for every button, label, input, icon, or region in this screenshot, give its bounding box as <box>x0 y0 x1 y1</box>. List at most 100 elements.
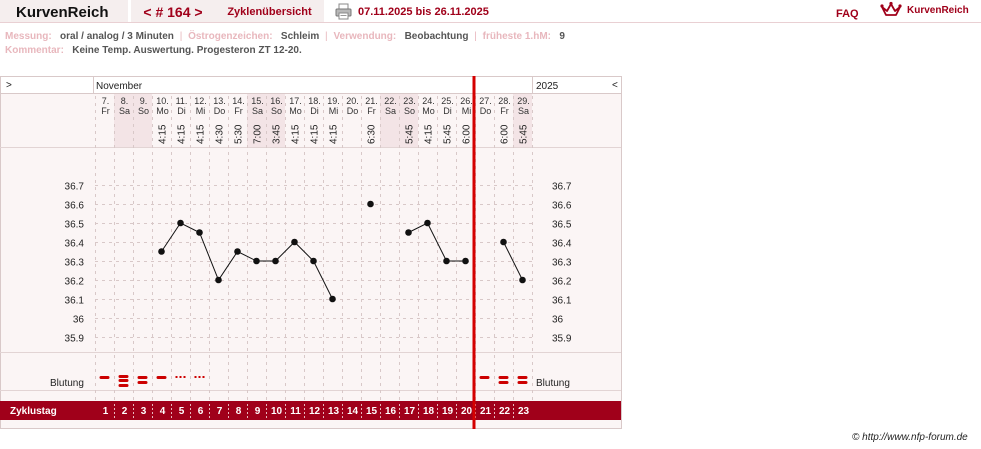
bleeding-marker <box>498 381 509 384</box>
brand-name[interactable]: KurvenReich <box>907 5 969 16</box>
day-date: 26. <box>460 96 473 106</box>
bleeding-marker <box>137 376 148 379</box>
cycle-overview-link[interactable]: Zyklenübersicht <box>227 6 312 18</box>
bleeding-marker <box>118 384 129 387</box>
bleeding-label-right: Blutung <box>536 378 570 389</box>
printer-icon[interactable] <box>335 3 352 20</box>
y-tick-right: 36.1 <box>552 296 572 307</box>
day-date: 23. <box>403 96 416 106</box>
day-weekday: Fr <box>500 106 509 116</box>
cycle-day-number: 15 <box>366 406 378 417</box>
weekend-shade <box>114 93 133 148</box>
y-tick-right: 36.6 <box>552 201 572 212</box>
y-tick-right: 36.5 <box>552 220 572 231</box>
day-weekday: Sa <box>252 106 263 116</box>
day-date: 25. <box>441 96 454 106</box>
day-weekday: Sa <box>385 106 396 116</box>
usage-label: Verwendung: <box>333 31 397 42</box>
temperature-line <box>161 222 333 300</box>
measure-time: 7:00 <box>253 124 264 144</box>
day-date: 7. <box>102 96 110 106</box>
bleeding-marker <box>156 376 167 379</box>
day-weekday: Fr <box>367 106 376 116</box>
cycle-day-number: 23 <box>518 406 530 417</box>
bleeding-marker <box>137 381 148 384</box>
cycle-navigation-link[interactable]: < # 164 > <box>143 4 203 20</box>
spotting-dot <box>175 376 178 378</box>
temperature-point <box>462 257 469 265</box>
day-date: 24. <box>422 96 435 106</box>
cycle-day-number: 2 <box>122 406 128 417</box>
next-cycle-button[interactable]: < <box>612 80 618 91</box>
measure-time: 5:30 <box>234 124 245 144</box>
temperature-point <box>234 248 241 255</box>
measure-time: 4:15 <box>310 124 321 144</box>
cycle-day-number: 7 <box>217 406 223 417</box>
measure-time: 6:00 <box>462 124 473 144</box>
spotting-dot <box>179 376 182 378</box>
temperature-point <box>405 229 412 236</box>
temperature-point <box>253 257 260 265</box>
cycle-day-number: 8 <box>236 406 242 417</box>
copyright: © http://www.nfp-forum.de <box>852 432 968 443</box>
temperature-point <box>519 276 526 284</box>
day-weekday: Di <box>177 106 186 116</box>
measure-time: 3:45 <box>272 124 283 144</box>
y-tick-left: 36.2 <box>65 277 85 288</box>
y-tick-right: 36.2 <box>552 277 572 288</box>
temperature-point <box>272 257 279 265</box>
weekend-shade <box>513 93 532 148</box>
bleeding-label-left: Blutung <box>50 378 84 389</box>
cycle-day-number: 16 <box>385 406 397 417</box>
day-date: 16. <box>270 96 283 106</box>
temperature-line <box>503 241 523 281</box>
bleeding-marker <box>118 379 129 382</box>
cycle-day-number: 13 <box>328 406 340 417</box>
weekend-shade <box>266 93 285 148</box>
y-tick-left: 36.4 <box>65 239 85 250</box>
temperature-point <box>367 200 374 208</box>
y-tick-right: 36 <box>552 315 564 326</box>
temperature-line <box>408 222 466 262</box>
day-date: 8. <box>121 96 129 106</box>
day-date: 20. <box>346 96 359 106</box>
cycle-day-number: 5 <box>179 406 185 417</box>
measure-time: 5:45 <box>519 124 530 144</box>
bleeding-marker <box>517 381 528 384</box>
prev-cycle-button[interactable]: > <box>6 80 12 91</box>
month-label: November <box>96 81 143 92</box>
measurement-label: Messung: <box>5 31 52 42</box>
spotting-dot <box>198 376 201 378</box>
day-weekday: Mi <box>329 106 339 116</box>
day-weekday: Mo <box>156 106 169 116</box>
day-date: 13. <box>213 96 226 106</box>
day-weekday: Fr <box>101 106 110 116</box>
estrogen-value: Schleim <box>280 31 320 42</box>
day-weekday: Mi <box>462 106 472 116</box>
day-weekday: Fr <box>234 106 243 116</box>
day-date: 10. <box>156 96 169 106</box>
y-tick-left: 36.3 <box>65 258 85 269</box>
separator: | <box>179 31 183 42</box>
day-date: 18. <box>308 96 321 106</box>
bleeding-marker <box>479 376 490 379</box>
cycle-day-label: Zyklustag <box>10 406 57 417</box>
y-tick-left: 35.9 <box>65 334 85 345</box>
measure-time: 4:15 <box>177 124 188 144</box>
day-weekday: Do <box>480 106 492 116</box>
temperature-point <box>310 257 317 265</box>
temperature-point <box>196 229 203 236</box>
bleeding-marker <box>517 376 528 379</box>
faq-link[interactable]: FAQ <box>836 8 859 20</box>
bleeding-marker <box>498 376 509 379</box>
day-date: 14. <box>232 96 245 106</box>
cycle-day-number: 10 <box>271 406 283 417</box>
y-tick-right: 36.3 <box>552 258 572 269</box>
temperature-point <box>500 238 507 246</box>
measurement-info: Messung: oral / analog / 3 Minuten | Öst… <box>5 31 565 42</box>
day-weekday: Mi <box>196 106 206 116</box>
cycle-day-number: 20 <box>461 406 473 417</box>
month-row <box>1 77 621 93</box>
cycle-day-number: 11 <box>290 406 301 417</box>
day-weekday: So <box>138 106 149 116</box>
